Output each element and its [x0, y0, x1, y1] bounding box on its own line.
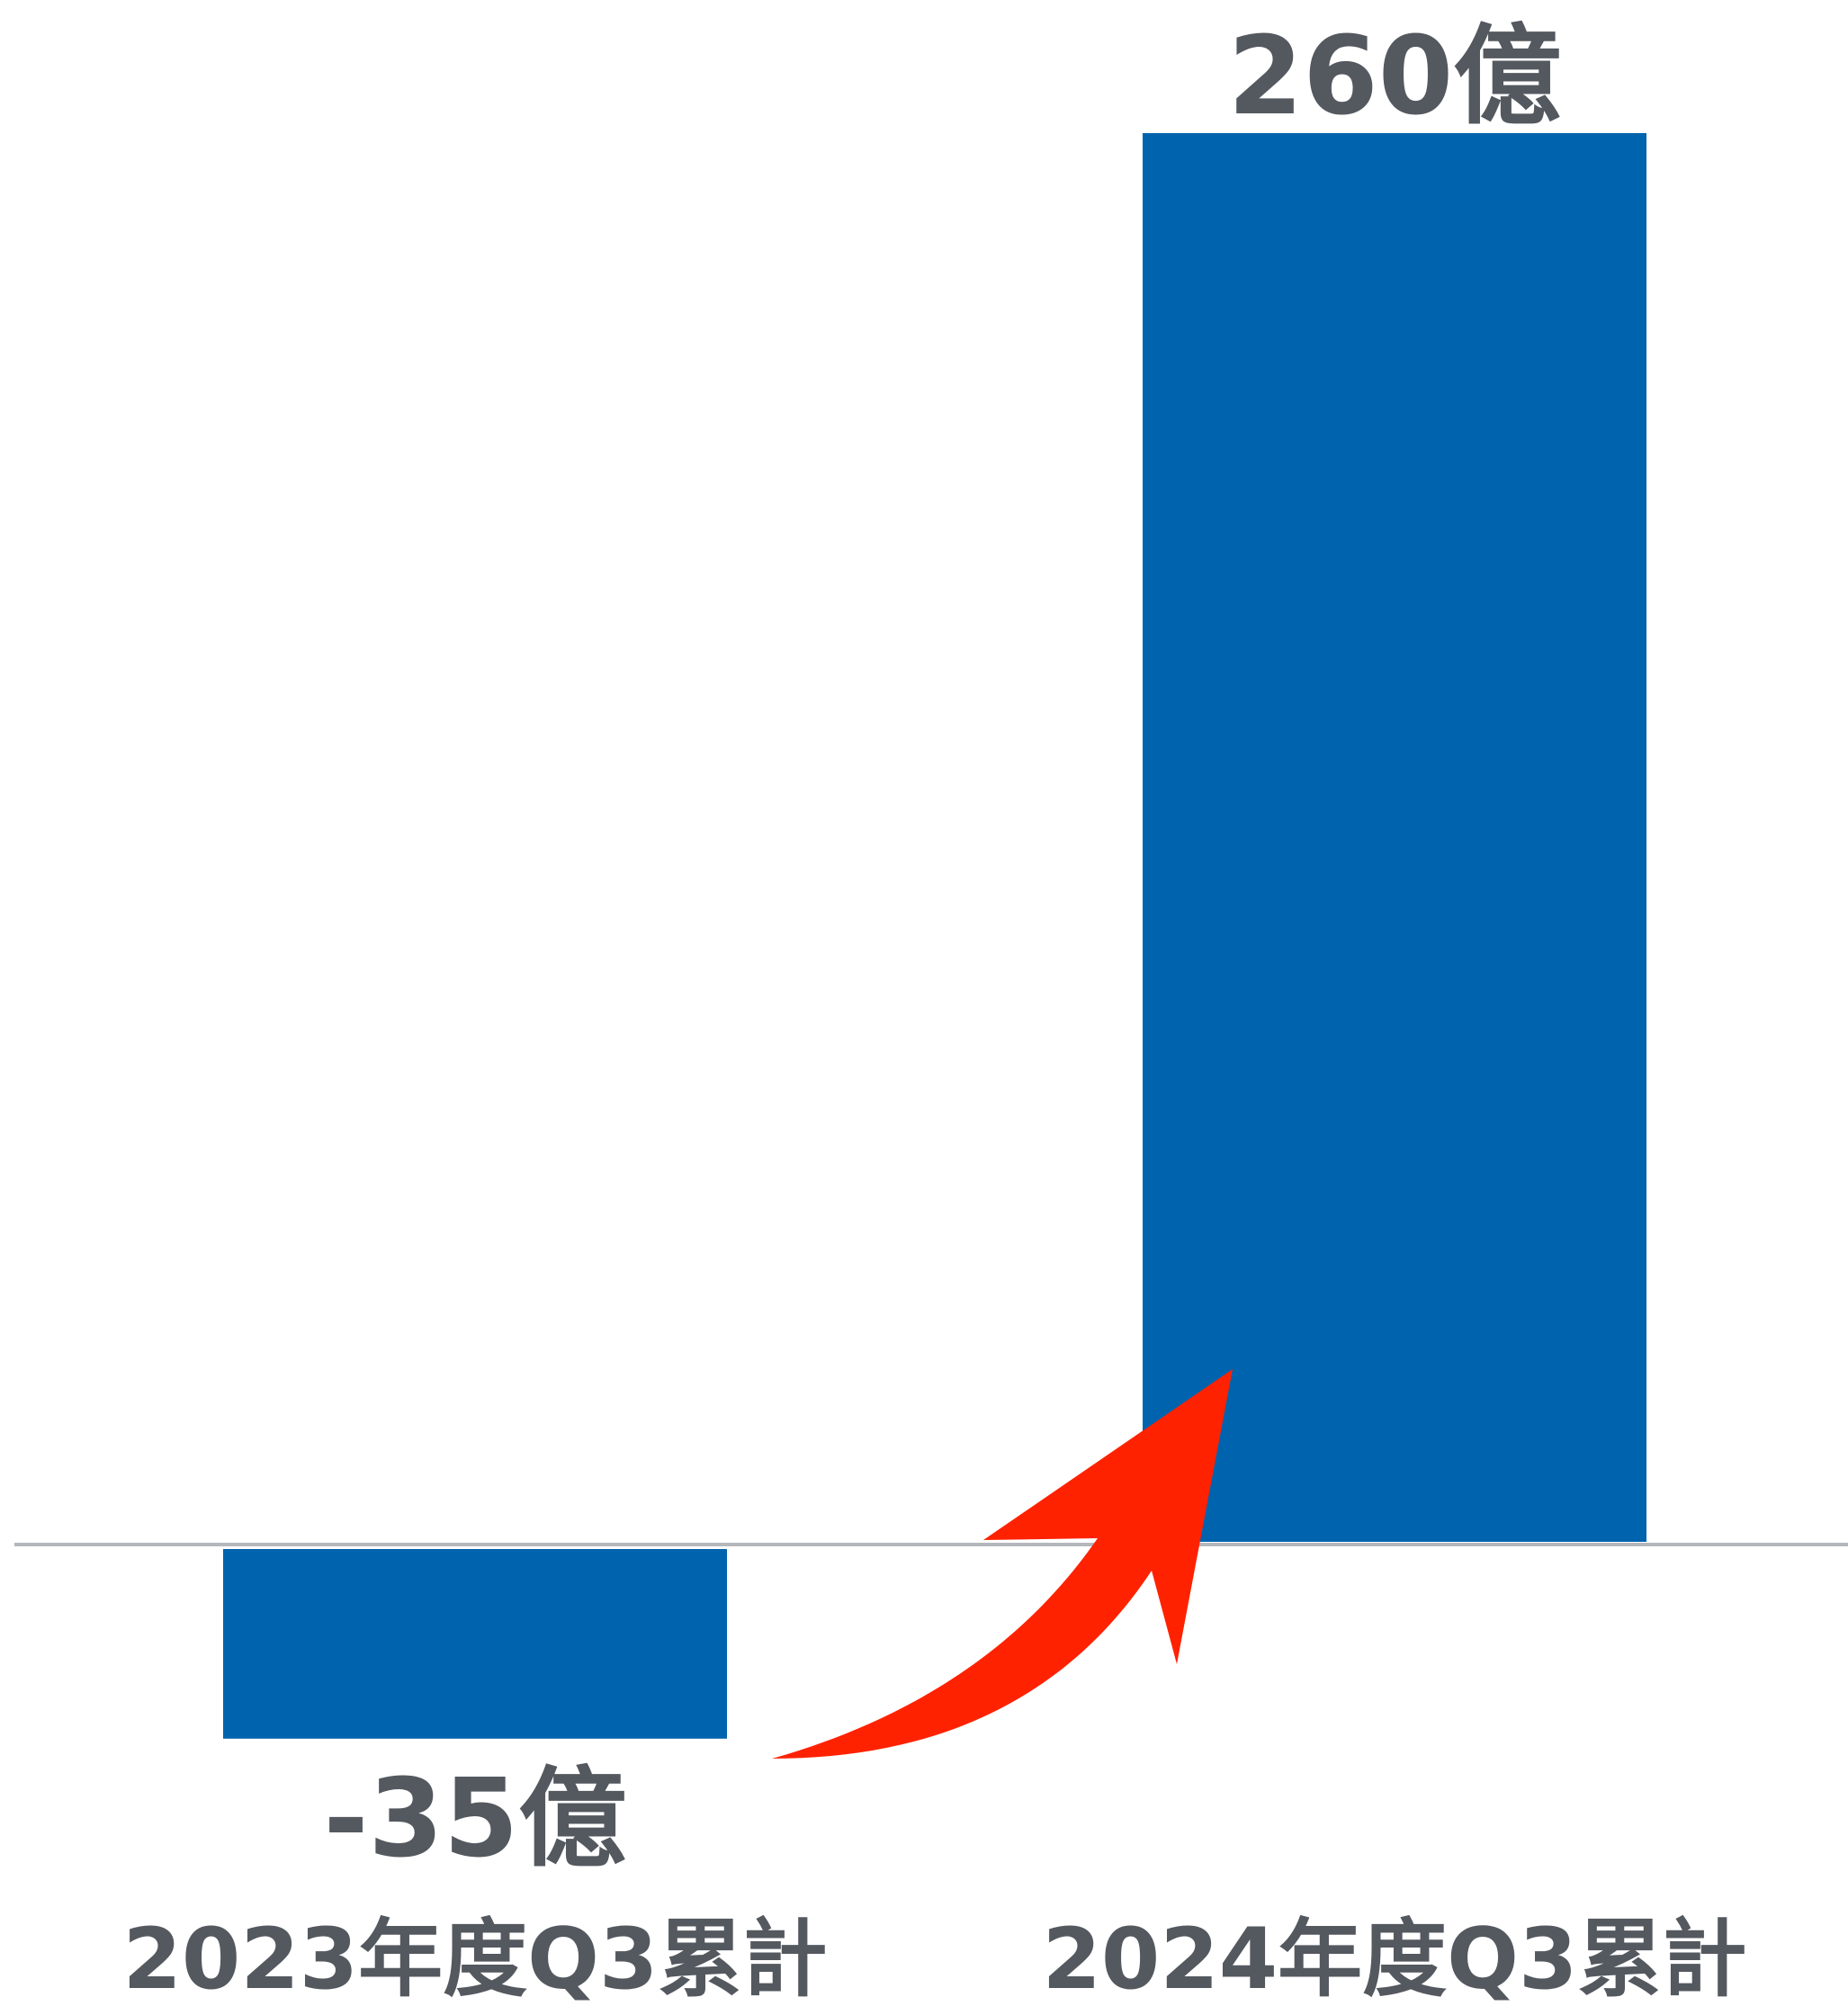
- labels-layer: -35億 2023年度Q3累計 260億 2024年度Q3累計: [123, 14, 1747, 2006]
- increase-arrow: [772, 1369, 1233, 1759]
- bars-layer: [223, 133, 1646, 1739]
- data-label-2: 260億: [1228, 14, 1562, 139]
- bar-1: [223, 1549, 727, 1739]
- category-label-1: 2023年度Q3累計: [123, 1911, 828, 2006]
- category-label-2: 2024年度Q3累計: [1043, 1911, 1747, 2006]
- bar-2: [1143, 133, 1646, 1542]
- data-label-1: -35億: [324, 1757, 627, 1882]
